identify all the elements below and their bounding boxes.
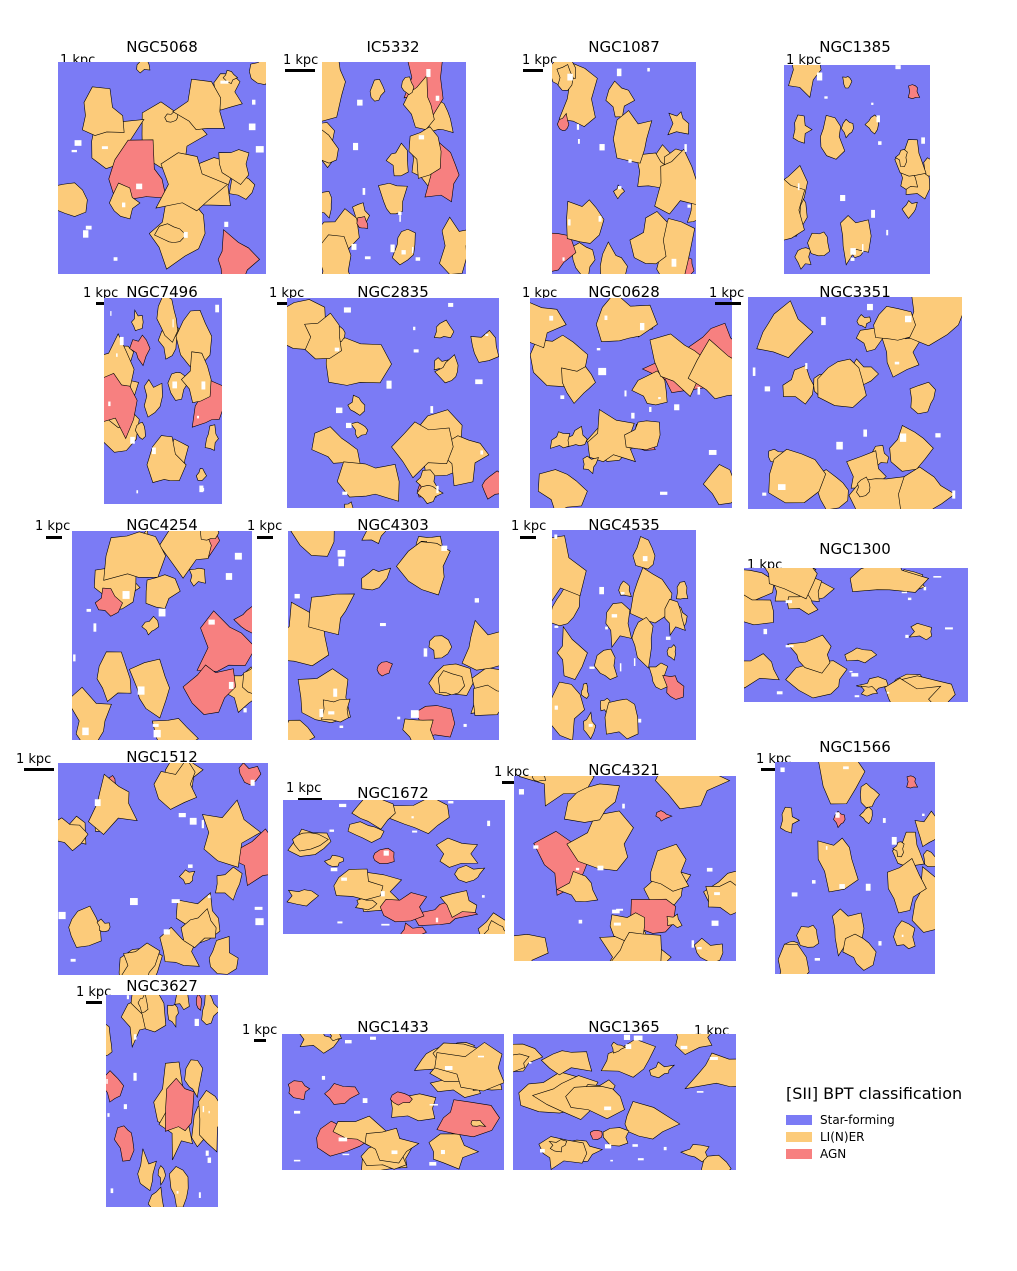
panel-title: NGC7496: [126, 283, 198, 301]
scale-label: 1 kpc: [511, 519, 547, 534]
scale-bar: [46, 536, 62, 539]
scale-label: 1 kpc: [76, 985, 112, 1000]
panel-title: NGC5068: [126, 38, 198, 56]
legend-item-liner: LI(N)ER: [786, 1128, 962, 1145]
legend: [SII] BPT classification Star-forming LI…: [786, 1084, 962, 1162]
panel-title: NGC2835: [357, 283, 429, 301]
panel-title: NGC1672: [357, 784, 429, 802]
panel-title: IC5332: [366, 38, 420, 56]
legend-item-agn: AGN: [786, 1145, 962, 1162]
scale-label: 1 kpc: [522, 286, 558, 301]
classification-map: [288, 531, 499, 740]
scale-bar: [257, 536, 273, 539]
scale-bar: [523, 69, 543, 72]
scale-label: 1 kpc: [283, 53, 319, 68]
panel-title: NGC1087: [588, 38, 660, 56]
scale-label: 1 kpc: [16, 752, 52, 767]
classification-map: [104, 298, 222, 504]
panel-title: NGC0628: [588, 283, 660, 301]
scale-bar: [715, 302, 741, 305]
panel-title: NGC4254: [126, 516, 198, 534]
scale-bar: [86, 1001, 102, 1004]
panel-title: NGC4535: [588, 516, 660, 534]
legend-label: AGN: [820, 1146, 847, 1161]
scale-label: 1 kpc: [35, 519, 71, 534]
panel-title: NGC1300: [819, 540, 891, 558]
legend-item-star-forming: Star-forming: [786, 1111, 962, 1128]
legend-swatch: [786, 1131, 812, 1142]
legend-swatch: [786, 1148, 812, 1159]
panel-title: NGC1512: [126, 748, 198, 766]
scale-bar: [285, 69, 315, 72]
scale-label: 1 kpc: [269, 286, 305, 301]
panel-title: NGC1365: [588, 1018, 660, 1036]
panel-title: NGC1433: [357, 1018, 429, 1036]
legend-title: [SII] BPT classification: [786, 1084, 963, 1103]
scale-bar: [761, 768, 775, 771]
scale-label: 1 kpc: [286, 781, 322, 796]
scale-bar: [502, 781, 522, 784]
classification-map: [748, 297, 962, 509]
classification-map: [514, 776, 736, 961]
classification-map: [784, 65, 930, 274]
panel-title: NGC3351: [819, 283, 891, 301]
panel-title: NGC1385: [819, 38, 891, 56]
classification-map: [552, 62, 696, 274]
classification-map: [283, 800, 505, 934]
legend-label: LI(N)ER: [820, 1129, 865, 1144]
scale-bar: [254, 1039, 266, 1042]
classification-map: [322, 62, 466, 274]
scale-label: 1 kpc: [522, 53, 558, 68]
classification-map: [775, 762, 935, 974]
classification-map: [58, 763, 268, 975]
classification-map: [530, 298, 732, 508]
panel-title: NGC4303: [357, 516, 429, 534]
panel-title: NGC4321: [588, 761, 660, 779]
scale-label: 1 kpc: [709, 286, 745, 301]
classification-map: [58, 62, 266, 274]
classification-map: [513, 1034, 736, 1170]
scale-label: 1 kpc: [83, 286, 119, 301]
panel-title: NGC1566: [819, 738, 891, 756]
legend-swatch: [786, 1114, 812, 1125]
panel-title: NGC3627: [126, 977, 198, 995]
scale-bar: [298, 798, 322, 801]
scale-bar: [24, 768, 54, 771]
scale-label: 1 kpc: [242, 1023, 278, 1038]
scale-bar: [520, 536, 536, 539]
classification-map: [287, 298, 499, 508]
scale-bar: [96, 302, 108, 305]
classification-map: [282, 1034, 504, 1170]
classification-map: [72, 531, 252, 740]
classification-map: [552, 530, 696, 740]
scale-label: 1 kpc: [247, 519, 283, 534]
legend-label: Star-forming: [820, 1112, 895, 1127]
classification-map: [106, 995, 218, 1207]
classification-map: [744, 568, 968, 702]
